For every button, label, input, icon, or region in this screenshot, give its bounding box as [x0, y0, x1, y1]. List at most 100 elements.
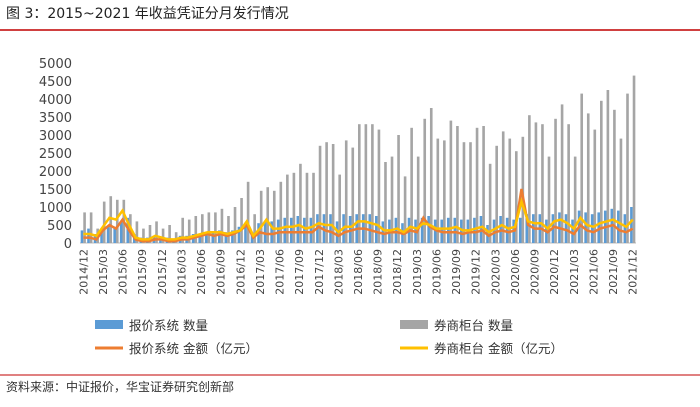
x-tick-label: 2021/06	[587, 249, 600, 295]
bar	[410, 127, 413, 243]
bar	[266, 187, 270, 243]
bar	[623, 214, 627, 243]
bar	[253, 214, 256, 243]
y-tick-label: 3500	[39, 111, 72, 126]
bar	[263, 221, 267, 243]
bar	[375, 216, 378, 243]
bar	[135, 221, 139, 243]
bar	[231, 230, 234, 243]
bar	[429, 108, 433, 243]
bar	[351, 147, 355, 243]
bar	[161, 228, 165, 243]
bar	[211, 232, 215, 243]
bar	[416, 156, 420, 243]
bar	[427, 216, 430, 243]
bar	[364, 124, 368, 243]
bar	[100, 228, 103, 243]
bar	[377, 129, 381, 243]
x-tick-label: 2016/03	[175, 249, 188, 295]
bar	[632, 75, 636, 243]
bar	[371, 124, 374, 243]
y-tick-label: 3000	[39, 129, 72, 144]
bar	[423, 118, 427, 243]
bar	[283, 217, 287, 243]
bar	[397, 135, 400, 243]
bar	[518, 217, 522, 243]
x-tick-label: 2019/09	[450, 249, 463, 295]
x-tick-label: 2017/06	[274, 249, 287, 295]
bar	[462, 142, 466, 243]
y-tick-label: 2500	[39, 147, 72, 162]
x-tick-label: 2017/12	[313, 249, 326, 295]
bar	[606, 90, 610, 243]
bar	[501, 131, 505, 243]
bar	[227, 216, 230, 243]
bar	[617, 210, 620, 243]
bar	[201, 214, 204, 243]
bar	[220, 208, 224, 243]
bar	[567, 124, 570, 243]
x-tick-label: 2020/12	[548, 249, 561, 295]
bar	[218, 230, 221, 243]
bar	[214, 212, 217, 243]
bar	[244, 223, 247, 243]
legend-label: 券商柜台 金额（亿元）	[434, 341, 563, 356]
x-tick-label: 2015/06	[117, 249, 130, 295]
bar	[240, 198, 243, 243]
bar	[109, 196, 113, 243]
bar	[492, 219, 496, 243]
x-tick-label: 2020/06	[509, 249, 522, 295]
x-tick-label: 2018/12	[391, 249, 404, 295]
y-tick-label: 4000	[39, 93, 72, 108]
x-tick-label: 2019/06	[430, 249, 443, 295]
bar	[528, 115, 531, 243]
x-tick-label: 2015/03	[97, 249, 110, 295]
bar	[554, 118, 557, 243]
y-tick-label: 1500	[39, 183, 72, 198]
bar	[259, 190, 263, 243]
bar	[390, 156, 394, 243]
bar	[168, 225, 171, 243]
x-tick-label: 2014/12	[77, 249, 90, 295]
bar	[329, 214, 332, 243]
bar	[368, 214, 372, 243]
x-tick-label: 2019/12	[470, 249, 483, 295]
x-tick-label: 2020/09	[529, 249, 542, 295]
bar	[224, 232, 228, 243]
bar	[449, 120, 453, 243]
bar	[338, 174, 341, 243]
bar	[80, 230, 84, 243]
legend-label: 券商柜台 数量	[434, 318, 513, 333]
x-tick-label: 2017/03	[254, 249, 267, 295]
bar	[443, 140, 446, 243]
bar	[619, 138, 623, 243]
bar	[469, 142, 472, 243]
bar	[155, 221, 158, 243]
bar	[597, 212, 601, 243]
bar	[600, 100, 603, 243]
bar	[198, 234, 202, 243]
bar	[514, 151, 518, 243]
bar	[246, 181, 250, 243]
bar	[115, 199, 119, 243]
bar	[272, 190, 276, 243]
bar	[296, 216, 300, 243]
bar	[488, 163, 492, 243]
bar	[564, 214, 568, 243]
bar	[299, 163, 302, 243]
bar	[508, 138, 512, 243]
x-tick-label: 2021/09	[607, 249, 620, 295]
x-tick-label: 2015/09	[136, 249, 149, 295]
bar	[571, 219, 574, 243]
bar	[344, 140, 348, 243]
bar	[305, 172, 309, 243]
line	[83, 197, 634, 241]
bar	[436, 138, 440, 243]
x-tick-label: 2015/12	[156, 249, 169, 295]
x-tick-label: 2018/06	[352, 249, 365, 295]
y-tick-label: 0	[64, 237, 72, 252]
bar	[83, 212, 86, 243]
bar	[187, 219, 191, 243]
bar	[106, 226, 110, 243]
